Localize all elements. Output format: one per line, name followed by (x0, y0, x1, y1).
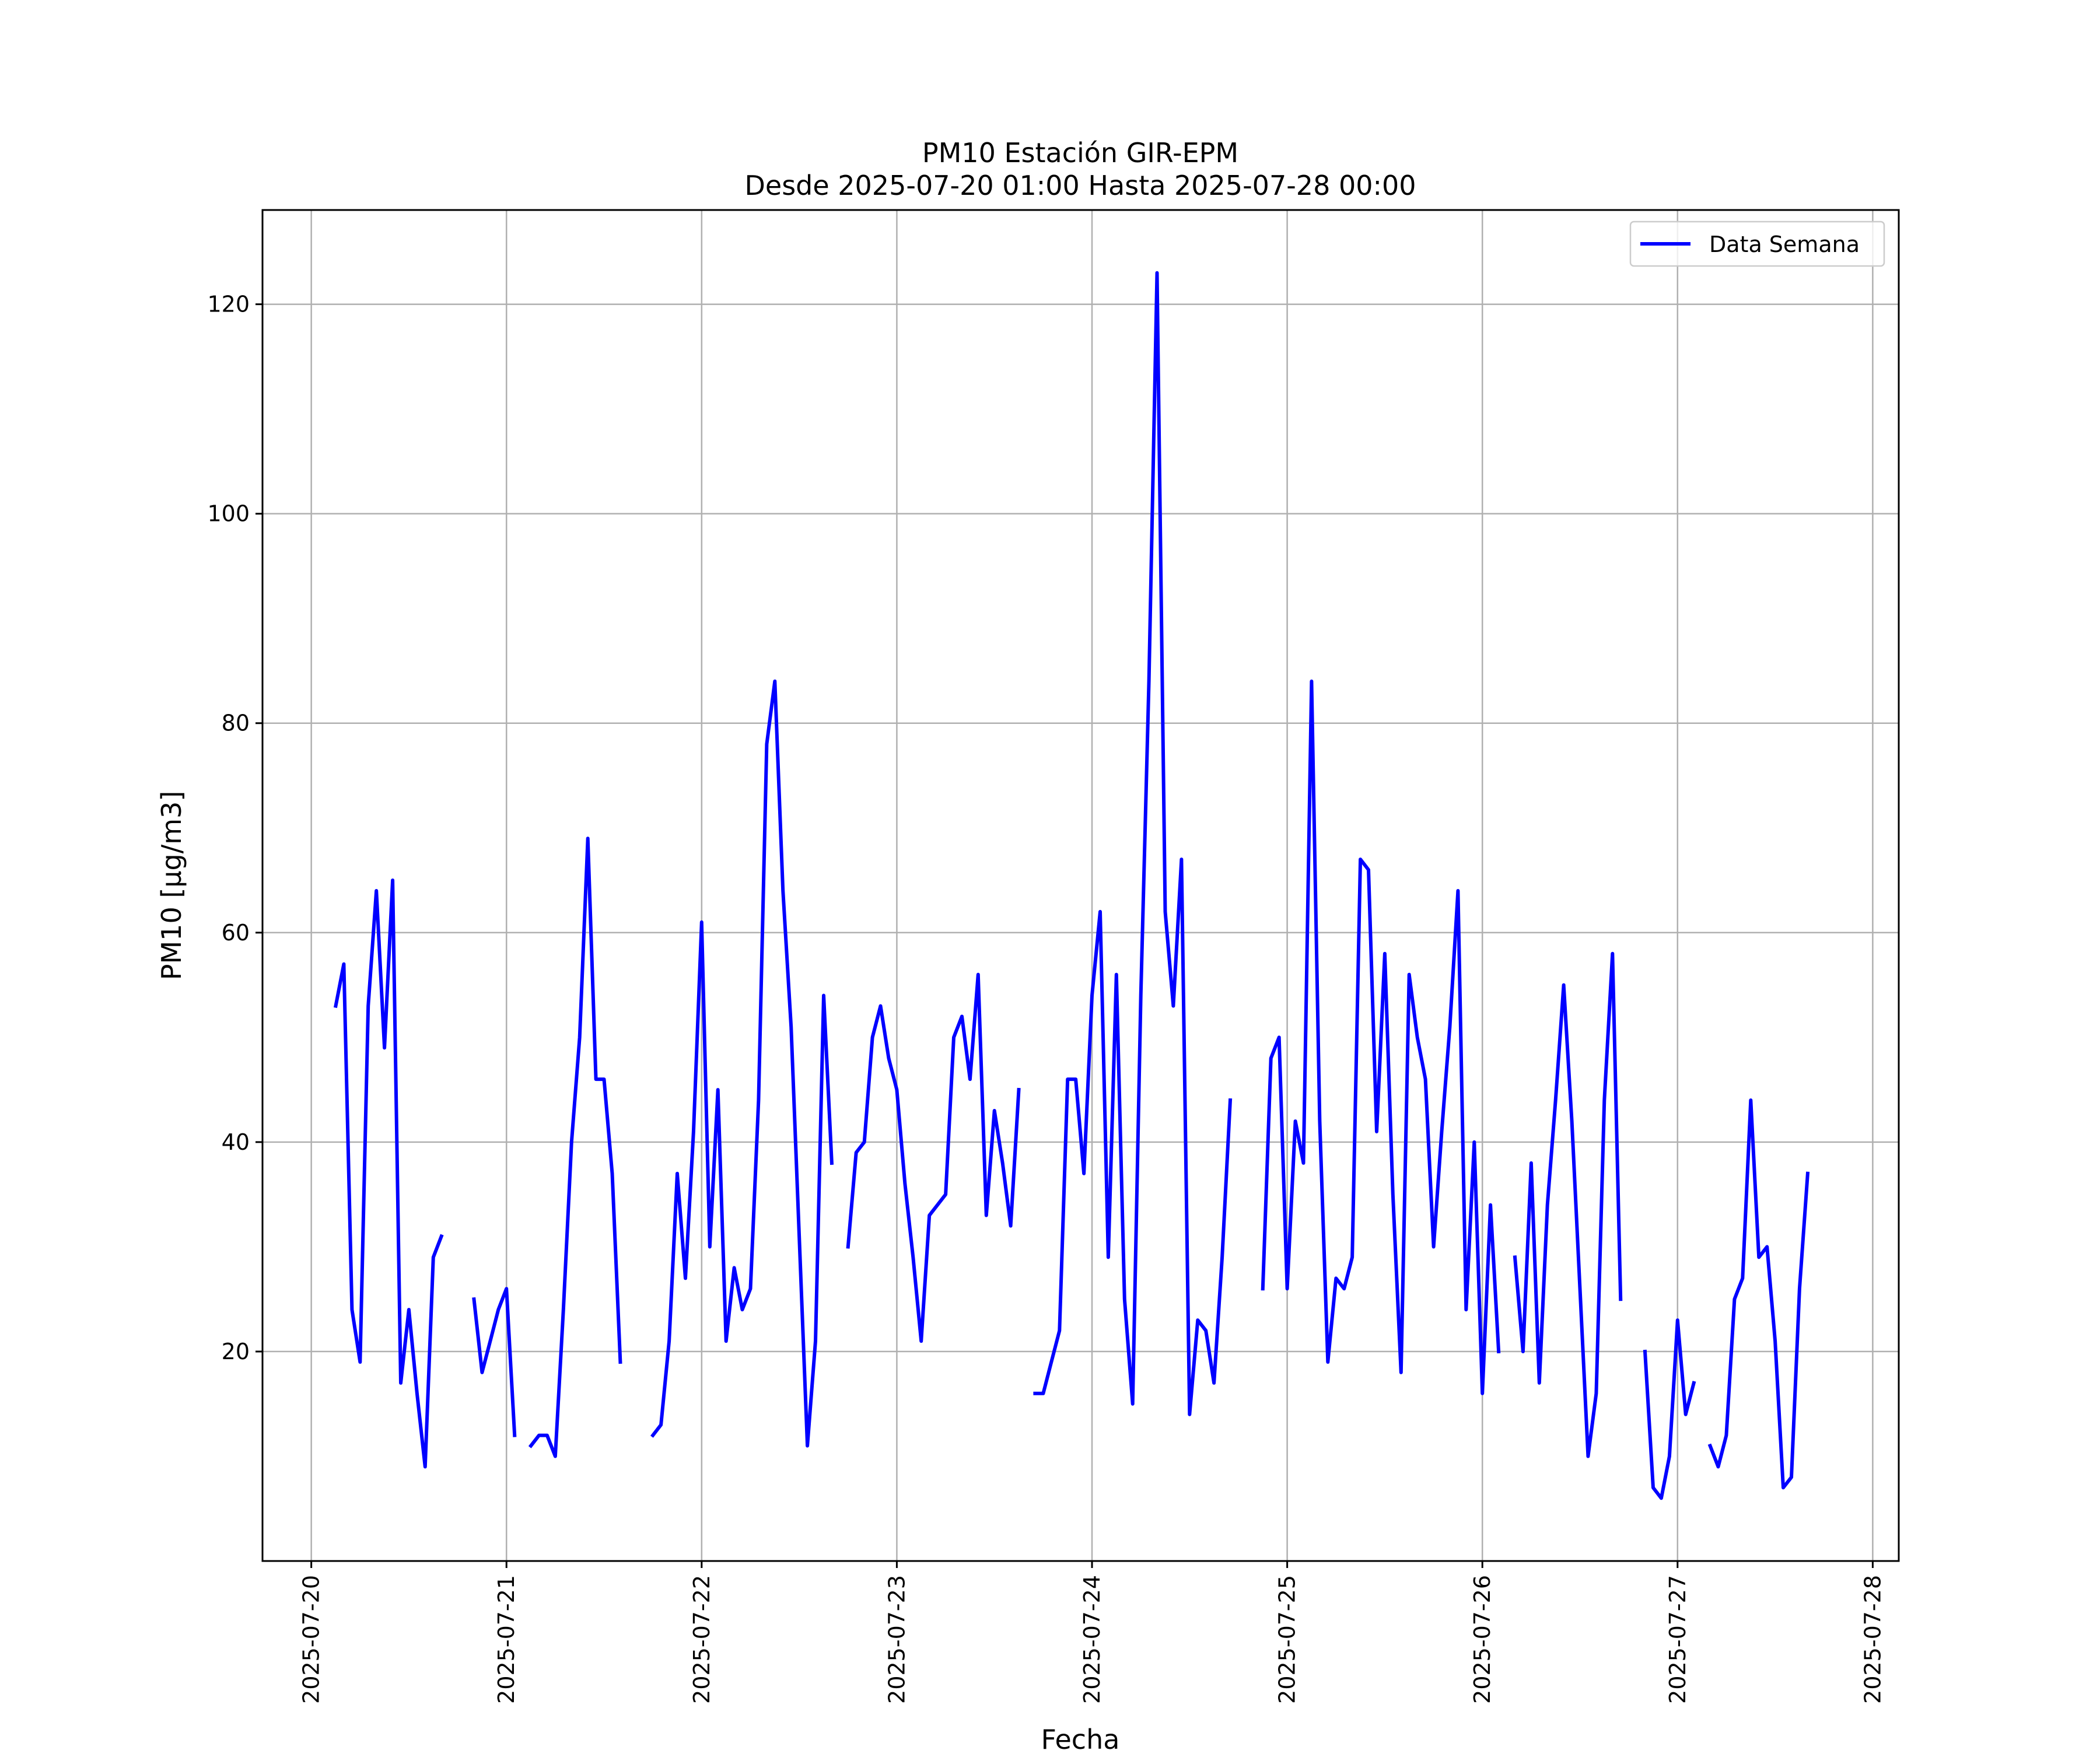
y-tick-label: 20 (222, 1339, 250, 1364)
series-line-segment (1261, 679, 1501, 1395)
x-tick-label: 2025-07-26 (1469, 1575, 1495, 1704)
y-tick-label: 120 (207, 292, 250, 317)
series-layer (333, 271, 1810, 1500)
x-tick-label: 2025-07-28 (1860, 1575, 1885, 1704)
grid-lines (262, 210, 1899, 1561)
x-tick-label: 2025-07-25 (1275, 1575, 1300, 1704)
legend-box (1629, 220, 1885, 267)
series-line-segment (1643, 1318, 1696, 1500)
series-line-segment (333, 878, 444, 1469)
y-tick-label: 60 (222, 920, 250, 946)
x-tick-label: 2025-07-24 (1079, 1575, 1105, 1704)
y-tick-label: 100 (207, 501, 250, 527)
series-line-segment (1033, 271, 1233, 1416)
series-line-segment (528, 836, 622, 1458)
x-tick-label: 2025-07-23 (884, 1575, 909, 1704)
plot-frame (261, 209, 1900, 1562)
x-axis-label: Fecha (1041, 1724, 1120, 1750)
y-tick-label: 40 (222, 1129, 250, 1155)
x-tick-label: 2025-07-27 (1665, 1575, 1690, 1704)
x-tick-label: 2025-07-21 (494, 1575, 519, 1704)
x-axis-ticks: 2025-07-20 2025-07-21 2025-07-22 2025-07-23… (299, 1561, 1885, 1704)
y-axis-label: PM10 [μg/m3] (156, 791, 187, 981)
series-line-segment (472, 1287, 517, 1437)
chart-subtitle: Desde 2025-07-20 01:00 Hasta 2025-07-28 … (744, 170, 1416, 201)
series-line-segment (650, 679, 834, 1448)
series-line-segment (1707, 1098, 1810, 1490)
legend-label: Data Semana (1709, 232, 1860, 257)
series-line-segment (846, 972, 1021, 1343)
x-tick-label: 2025-07-20 (299, 1575, 324, 1704)
y-tick-label: 80 (222, 710, 250, 736)
x-tick-label: 2025-07-22 (689, 1575, 715, 1704)
y-axis-ticks: 20 40 60 80 100 120 (207, 292, 262, 1364)
legend: Data Semana (1629, 220, 1885, 267)
series-line-segment (1513, 951, 1623, 1458)
chart-title: PM10 Estación GIR-EPM (922, 137, 1238, 169)
